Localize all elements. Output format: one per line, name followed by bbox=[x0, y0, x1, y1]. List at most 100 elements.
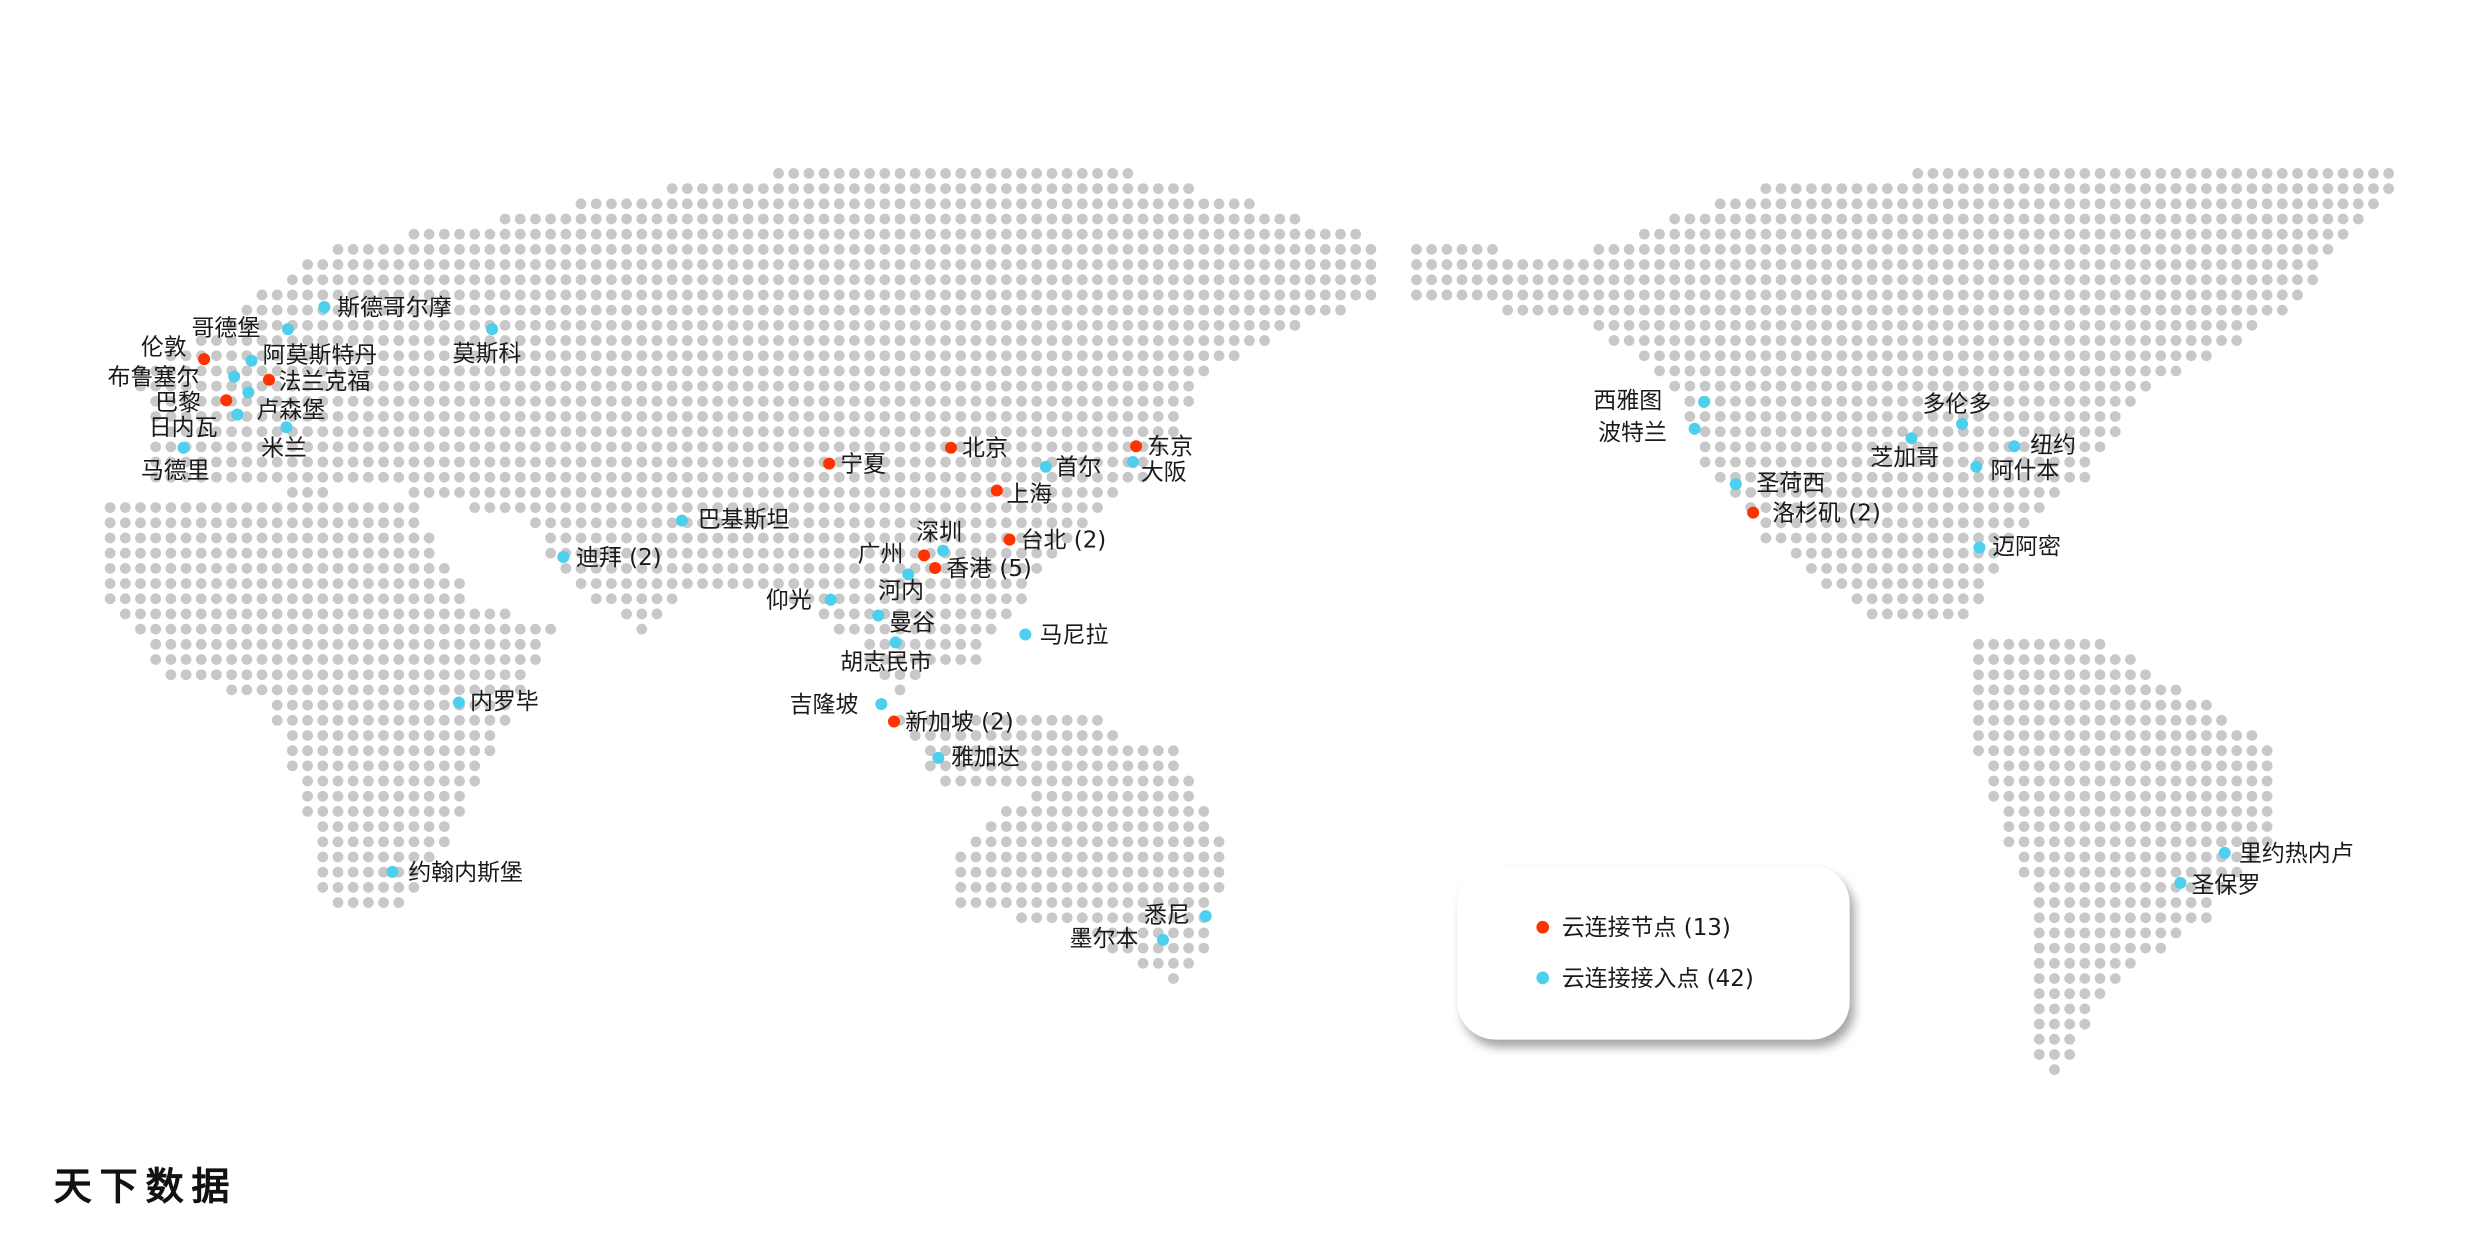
access-dot[interactable] bbox=[318, 300, 331, 313]
node-dot[interactable] bbox=[823, 457, 836, 470]
city-marker[interactable]: 内罗毕 bbox=[452, 689, 539, 715]
city-marker[interactable]: 圣保罗 bbox=[2174, 872, 2260, 898]
city-marker[interactable]: 伦敦 bbox=[141, 334, 211, 366]
node-dot[interactable] bbox=[887, 715, 901, 728]
city-marker[interactable]: 莫斯科 bbox=[453, 323, 522, 367]
access-dot[interactable] bbox=[231, 408, 244, 421]
city-marker[interactable]: 悉尼 bbox=[1144, 902, 1212, 928]
city-marker[interactable]: 台北 (2) bbox=[1003, 527, 1106, 553]
city-marker[interactable]: 迪拜 (2) bbox=[557, 545, 662, 571]
access-dot[interactable] bbox=[889, 636, 902, 649]
city-marker[interactable]: 东京 bbox=[1130, 434, 1193, 460]
land-dot bbox=[1137, 760, 1149, 772]
access-dot[interactable] bbox=[1698, 395, 1711, 408]
city-marker[interactable]: 阿莫斯特丹 bbox=[245, 342, 378, 368]
access-dot[interactable] bbox=[177, 441, 190, 454]
access-dot[interactable] bbox=[452, 696, 465, 709]
node-dot[interactable] bbox=[990, 484, 1003, 497]
city-marker[interactable]: 圣荷西 bbox=[1729, 471, 1825, 497]
access-dot[interactable] bbox=[228, 370, 241, 383]
city-marker[interactable]: 雅加达 bbox=[932, 744, 1020, 770]
node-dot[interactable] bbox=[944, 441, 957, 454]
city-marker[interactable]: 巴黎 bbox=[155, 390, 233, 416]
city-marker[interactable]: 深圳 bbox=[916, 520, 962, 557]
city-marker[interactable]: 斯德哥尔摩 bbox=[318, 295, 452, 321]
city-marker[interactable]: 广州 bbox=[858, 542, 931, 568]
city-marker[interactable]: 里约热内卢 bbox=[2218, 841, 2354, 867]
city-marker[interactable]: 吉隆坡 bbox=[790, 692, 888, 718]
city-marker[interactable]: 胡志民市 bbox=[840, 636, 932, 675]
city-marker[interactable]: 约翰内斯堡 bbox=[386, 860, 523, 886]
node-dot[interactable] bbox=[198, 353, 211, 366]
city-marker[interactable]: 卢森堡 bbox=[242, 386, 325, 424]
access-dot[interactable] bbox=[1199, 910, 1212, 923]
node-dot[interactable] bbox=[1003, 533, 1016, 546]
city-marker[interactable]: 大阪 bbox=[1126, 456, 1187, 485]
city-marker[interactable]: 纽约 bbox=[2008, 433, 2076, 459]
node-dot[interactable] bbox=[1747, 506, 1760, 519]
node-dot[interactable] bbox=[262, 373, 276, 386]
land-dot bbox=[514, 471, 526, 483]
city-marker[interactable]: 巴基斯坦 bbox=[675, 507, 790, 533]
city-marker[interactable]: 马德里 bbox=[141, 441, 210, 484]
access-dot[interactable] bbox=[937, 544, 950, 557]
access-dot[interactable] bbox=[1970, 460, 1983, 473]
access-dot[interactable] bbox=[2008, 440, 2021, 453]
access-dot[interactable] bbox=[824, 593, 837, 606]
city-marker[interactable]: 仰光 bbox=[766, 588, 837, 614]
city-marker[interactable]: 哥德堡 bbox=[191, 315, 294, 341]
land-dot bbox=[287, 471, 298, 483]
access-dot[interactable] bbox=[1039, 460, 1052, 473]
city-marker[interactable]: 新加坡 (2) bbox=[887, 709, 1014, 735]
access-dot[interactable] bbox=[280, 421, 293, 434]
access-dot[interactable] bbox=[1126, 456, 1139, 469]
city-marker[interactable]: 宁夏 bbox=[823, 452, 886, 478]
access-dot[interactable] bbox=[1973, 541, 1986, 554]
access-dot[interactable] bbox=[1688, 422, 1701, 435]
access-dot[interactable] bbox=[1956, 418, 1969, 431]
access-dot[interactable] bbox=[1729, 478, 1742, 491]
city-marker[interactable]: 香港 (5) bbox=[929, 556, 1032, 582]
city-marker[interactable]: 马尼拉 bbox=[1019, 622, 1108, 648]
access-dot[interactable] bbox=[675, 514, 688, 527]
city-marker[interactable]: 波特兰 bbox=[1598, 420, 1701, 446]
access-dot[interactable] bbox=[1905, 432, 1918, 445]
land-dot bbox=[2125, 228, 2136, 240]
node-dot[interactable] bbox=[1130, 440, 1143, 453]
city-marker[interactable]: 河内 bbox=[878, 568, 924, 604]
access-dot[interactable] bbox=[902, 568, 915, 581]
city-marker[interactable]: 西雅图 bbox=[1593, 388, 1711, 414]
city-marker[interactable]: 洛杉矶 (2) bbox=[1747, 501, 1881, 527]
city-marker[interactable]: 迈阿密 bbox=[1973, 534, 2061, 560]
access-dot[interactable] bbox=[932, 751, 945, 764]
city-marker[interactable]: 芝加哥 bbox=[1870, 432, 1939, 471]
city-marker[interactable]: 日内瓦 bbox=[149, 408, 244, 442]
access-dot[interactable] bbox=[875, 698, 888, 711]
city-marker[interactable]: 阿什本 bbox=[1970, 458, 2059, 484]
node-dot[interactable] bbox=[220, 394, 233, 407]
city-marker[interactable]: 曼谷 bbox=[872, 609, 935, 636]
access-dot[interactable] bbox=[386, 865, 399, 878]
access-dot[interactable] bbox=[245, 354, 258, 367]
city-marker[interactable]: 墨尔本 bbox=[1070, 926, 1170, 952]
city-marker[interactable]: 法兰克福 bbox=[262, 369, 370, 395]
access-dot[interactable] bbox=[242, 386, 255, 399]
city-marker[interactable]: 北京 bbox=[944, 436, 1008, 462]
access-dot[interactable] bbox=[281, 323, 294, 336]
access-dot[interactable] bbox=[2174, 876, 2187, 889]
access-dot[interactable] bbox=[557, 550, 570, 563]
city-marker[interactable]: 上海 bbox=[990, 482, 1052, 508]
city-marker[interactable]: 首尔 bbox=[1039, 455, 1101, 481]
node-dot[interactable] bbox=[929, 562, 942, 575]
city-marker[interactable]: 米兰 bbox=[261, 421, 307, 462]
city-marker[interactable]: 多伦多 bbox=[1922, 391, 1991, 431]
access-dot[interactable] bbox=[2218, 846, 2231, 859]
city-marker[interactable]: 布鲁塞尔 bbox=[108, 364, 241, 390]
access-dot[interactable] bbox=[1156, 933, 1170, 946]
access-dot[interactable] bbox=[872, 609, 885, 622]
land-dot bbox=[287, 730, 298, 741]
access-dot[interactable] bbox=[486, 323, 499, 336]
node-dot[interactable] bbox=[918, 549, 931, 562]
access-dot[interactable] bbox=[1019, 628, 1032, 641]
land-dot bbox=[438, 836, 450, 848]
